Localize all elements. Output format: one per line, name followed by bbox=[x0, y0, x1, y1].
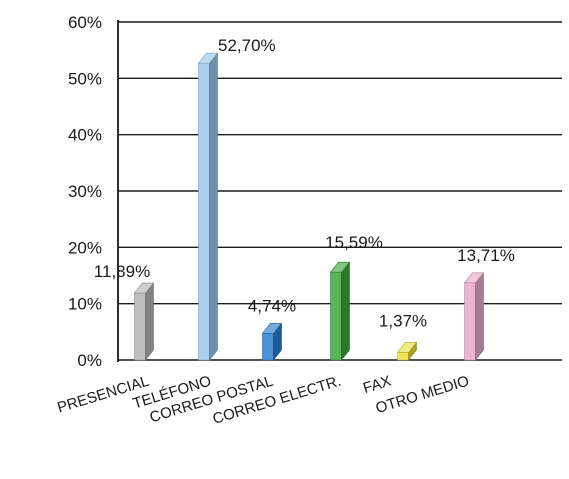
bar-front bbox=[397, 351, 409, 361]
data-label: 1,37% bbox=[379, 311, 427, 330]
bar-front bbox=[262, 332, 274, 361]
bar-side bbox=[145, 282, 154, 361]
data-label: 11,89% bbox=[94, 262, 150, 281]
bar-top bbox=[133, 282, 155, 294]
y-tick-label: 60% bbox=[68, 13, 102, 32]
data-label: 15,59% bbox=[325, 233, 383, 252]
bar-front bbox=[198, 62, 210, 361]
bar-side bbox=[475, 271, 484, 361]
gridlines bbox=[118, 21, 562, 361]
bar-top bbox=[329, 261, 351, 273]
data-label: 4,74% bbox=[248, 296, 296, 315]
y-tick-labels: 0% 10% 20% 30% 40% 50% 60% bbox=[68, 13, 102, 370]
y-tick-label: 50% bbox=[68, 69, 102, 88]
data-labels: 11,89% 52,70% 4,74% 15,59% 1,37% 13,71% bbox=[94, 36, 515, 330]
y-tick-label: 0% bbox=[77, 351, 102, 370]
bar-fax bbox=[396, 341, 418, 361]
bar-top bbox=[396, 341, 418, 353]
category-label: FAX bbox=[361, 373, 393, 398]
bar-front bbox=[134, 292, 146, 361]
bar-tel-fono bbox=[197, 52, 219, 361]
bar-top bbox=[197, 52, 219, 64]
y-tick-label: 20% bbox=[68, 238, 102, 257]
bar-correo-postal bbox=[261, 322, 283, 361]
bars bbox=[133, 52, 485, 361]
y-tick-label: 30% bbox=[68, 182, 102, 201]
bar-top bbox=[463, 272, 485, 284]
data-label: 13,71% bbox=[457, 246, 515, 265]
bar-front bbox=[330, 271, 342, 361]
data-label: 52,70% bbox=[218, 36, 276, 55]
bar-front bbox=[464, 282, 476, 361]
bar-otro-medio bbox=[463, 271, 485, 361]
bar-correo-electr- bbox=[329, 261, 351, 361]
bar-side bbox=[341, 261, 350, 361]
bar-side bbox=[209, 52, 218, 361]
bar-presencial bbox=[133, 282, 155, 361]
bar-top bbox=[261, 322, 283, 334]
y-tick-label: 10% bbox=[68, 295, 102, 314]
y-tick-label: 40% bbox=[68, 126, 102, 145]
